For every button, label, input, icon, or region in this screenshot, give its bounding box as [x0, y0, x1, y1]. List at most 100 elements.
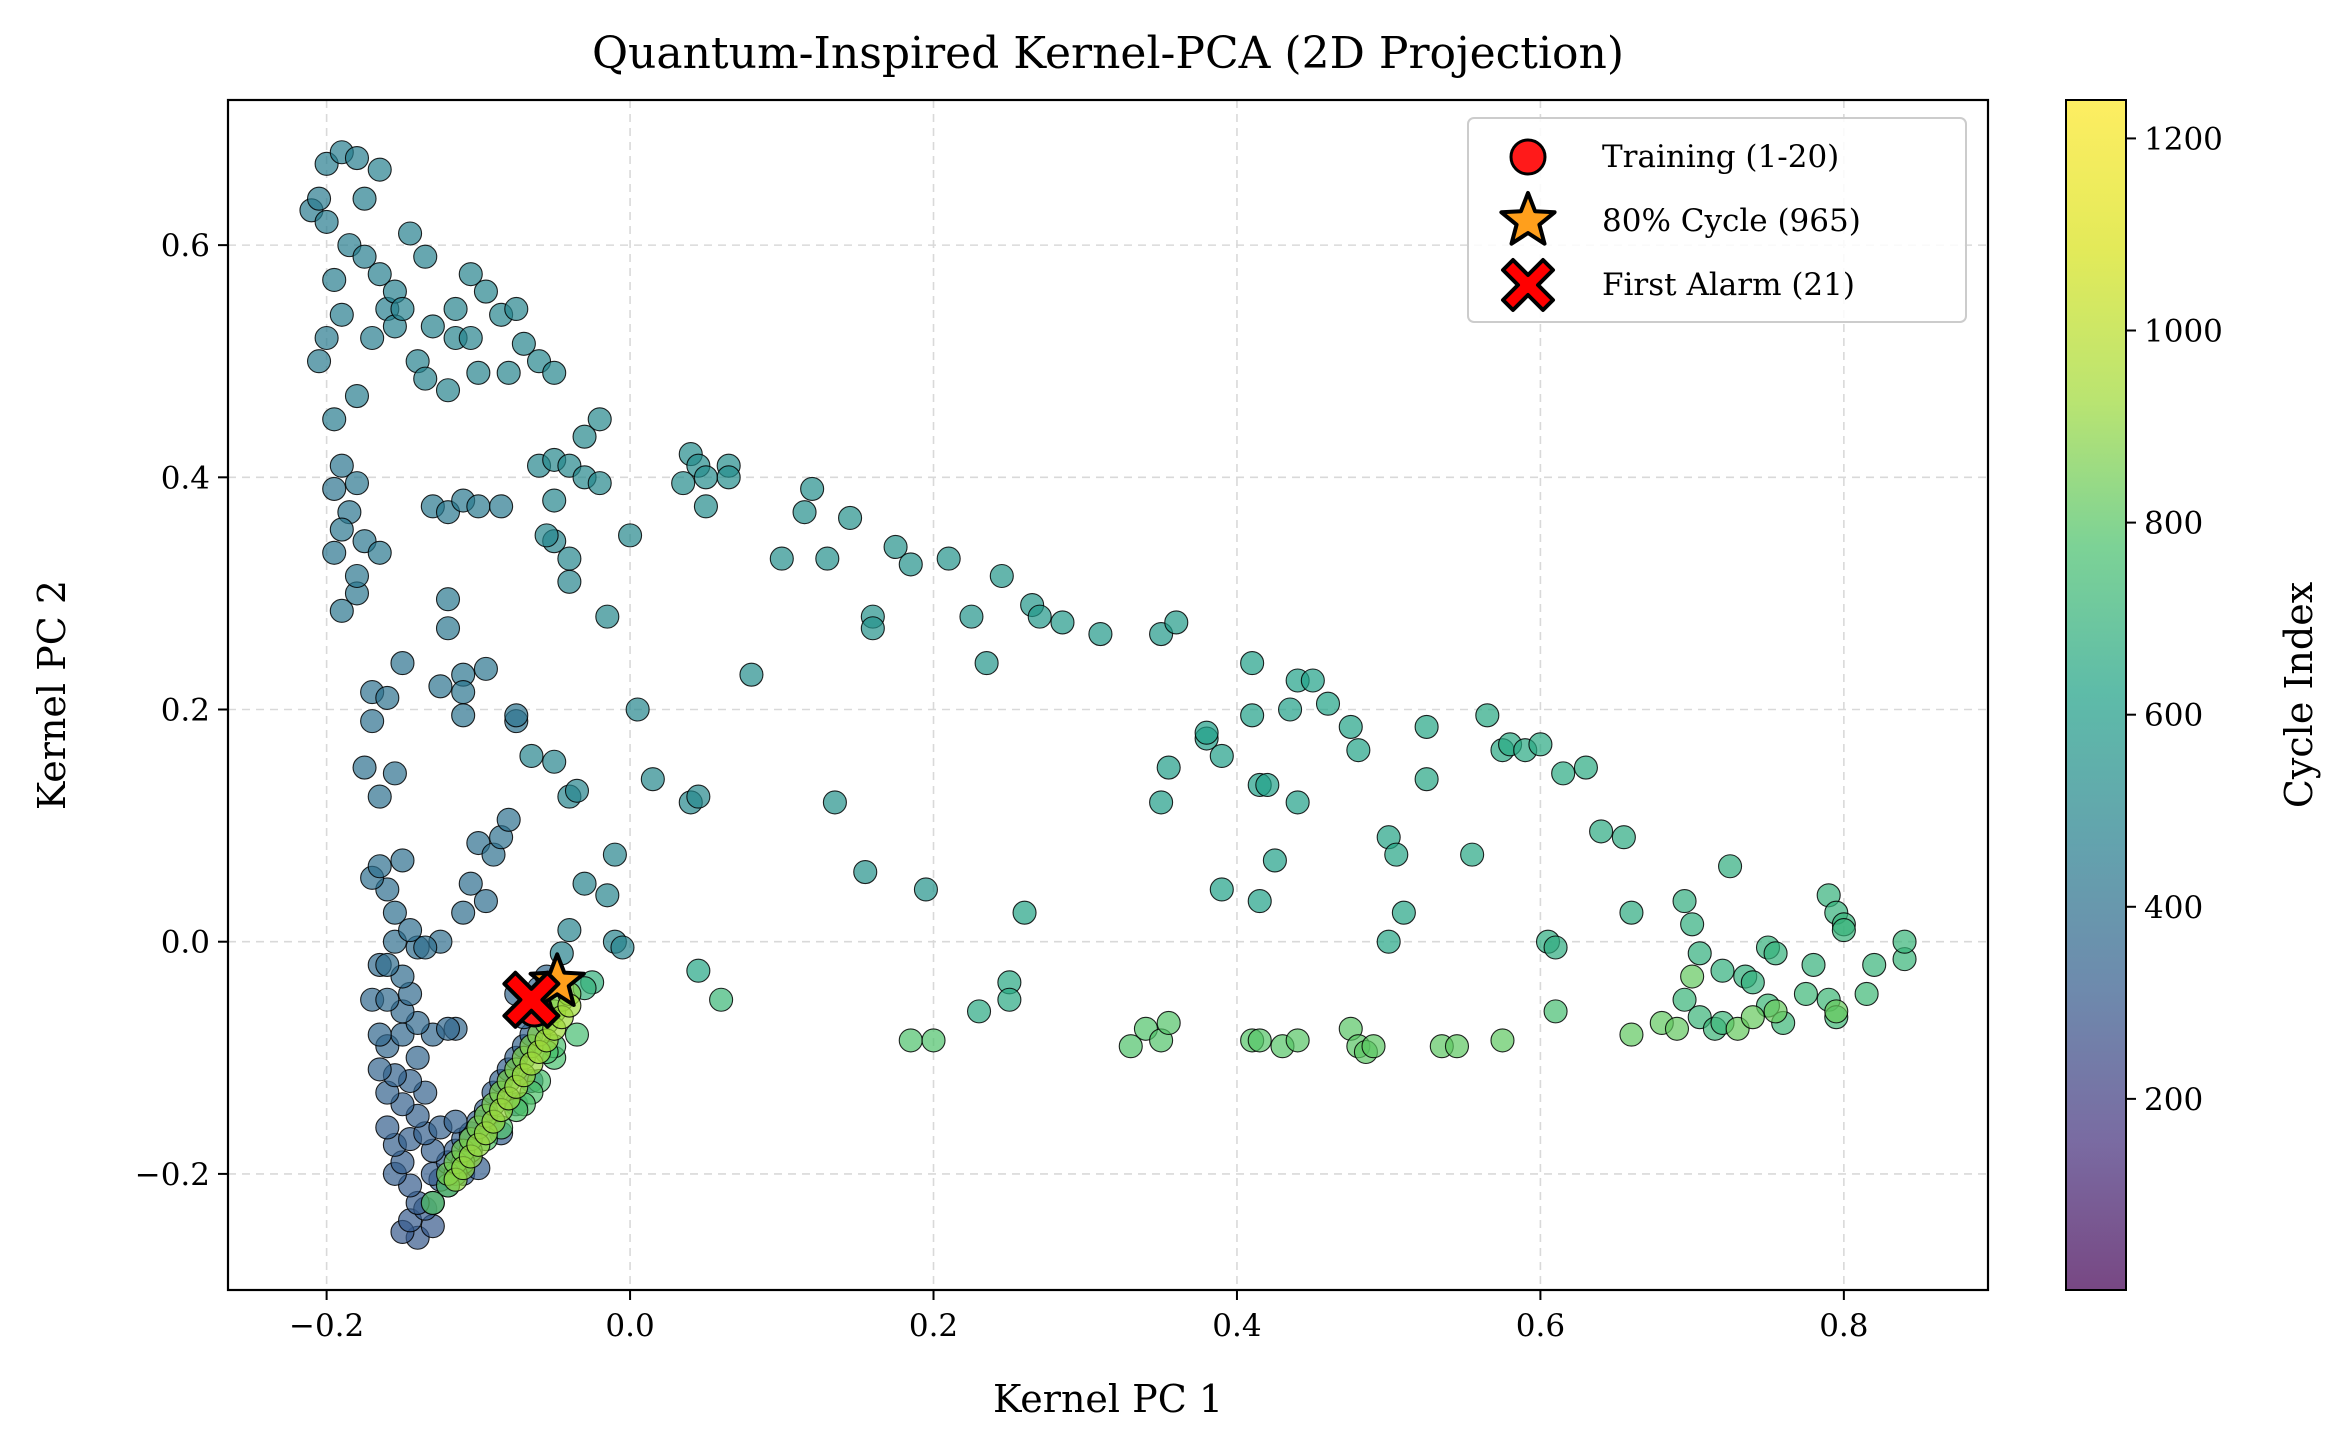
scatter-point: [1156, 1010, 1181, 1036]
legend-label-first-alarm: First Alarm (21): [1602, 267, 1855, 303]
scatter-point: [390, 651, 415, 676]
scatter-point: [1209, 743, 1234, 769]
scatter-point: [360, 709, 385, 734]
x-tick-label: −0.2: [289, 1308, 364, 1344]
scatter-point: [1854, 981, 1879, 1007]
scatter-point: [997, 987, 1022, 1012]
scatter-point: [382, 900, 407, 925]
scatter-point: [413, 935, 438, 960]
x-tick-label: 0.6: [1516, 1308, 1565, 1344]
scatter-point: [1460, 842, 1485, 867]
scatter-point: [1475, 703, 1500, 728]
scatter-point: [1414, 714, 1439, 739]
colorbar-tick-label: 400: [2144, 890, 2203, 926]
scatter-point: [1278, 697, 1303, 722]
scatter-point: [473, 656, 498, 681]
scatter-point: [413, 244, 438, 269]
scatter-point: [1088, 621, 1113, 647]
scatter-point: [557, 918, 582, 943]
scatter-point: [595, 604, 620, 629]
scatter-point: [1824, 999, 1849, 1024]
scatter-point: [1285, 1028, 1310, 1053]
x-axis-ticks: −0.2 0.0 0.2 0.4 0.6 0.8: [289, 1290, 1869, 1344]
scatter-point: [1862, 952, 1887, 977]
scatter-point: [838, 505, 863, 531]
scatter-point: [1892, 929, 1917, 954]
scatter-point: [1247, 889, 1272, 914]
x-tick-label: 0.2: [909, 1308, 958, 1344]
scatter-point: [473, 889, 498, 914]
scatter-point: [1444, 1034, 1470, 1059]
scatter-point: [1664, 1016, 1690, 1041]
scatter-point: [322, 267, 347, 293]
highlight-markers: [502, 952, 586, 1029]
scatter-point: [898, 1028, 923, 1053]
cycle-80pct-star-marker: [528, 952, 586, 1007]
scatter-point: [572, 871, 597, 896]
scatter-point: [564, 778, 590, 803]
scatter-point: [1012, 900, 1037, 925]
scatter-point: [458, 325, 483, 351]
scatter-point: [329, 453, 354, 478]
scatter-point: [853, 859, 878, 885]
scatter-point: [1391, 900, 1416, 925]
colorbar-tick-label: 600: [2144, 698, 2203, 734]
colorbar-tick-label: 200: [2144, 1082, 2203, 1118]
scatter-point: [618, 523, 643, 548]
scatter-point: [367, 540, 392, 565]
scatter-point: [451, 680, 476, 705]
x-tick-label: 0.8: [1819, 1308, 1868, 1344]
scatter-point: [587, 471, 612, 496]
scatter-point: [1361, 1034, 1386, 1059]
legend-symbols: [1499, 138, 1557, 312]
scatter-point: [390, 296, 415, 322]
scatter-point: [329, 598, 354, 623]
scatter-point: [329, 302, 354, 327]
scatter-point: [1573, 755, 1598, 780]
scatter-point: [800, 476, 825, 501]
scatter-point: [1672, 889, 1697, 914]
scatter-point: [595, 883, 620, 908]
plot-frame: [226, 98, 1990, 1292]
scatter-point: [792, 500, 817, 525]
scatter-point: [1338, 714, 1363, 739]
scatter-point: [1285, 790, 1310, 815]
scatter-point: [1680, 912, 1705, 937]
scatter-point: [966, 999, 992, 1024]
scatter-point: [443, 296, 468, 322]
scatter-point: [822, 790, 847, 815]
scatter-point: [1027, 604, 1052, 629]
scatter-point: [1619, 900, 1644, 925]
chart-title: Quantum-Inspired Kernel-PCA (2D Projecti…: [592, 28, 1624, 79]
scatter-point: [1793, 981, 1818, 1007]
scatter-point: [1149, 790, 1174, 815]
y-axis-ticks: −0.2 0.0 0.2 0.4 0.6: [135, 228, 228, 1193]
scatter-point: [587, 407, 612, 432]
scatter-point: [352, 186, 377, 211]
scatter-point: [959, 604, 984, 629]
legend-symbol-training: [1509, 138, 1547, 176]
scatter-point: [413, 366, 438, 391]
scatter-point: [1050, 610, 1075, 635]
scatter-point: [306, 349, 332, 374]
scatter-point: [693, 494, 718, 519]
first-alarm-x-marker: [502, 970, 561, 1029]
scatter-point: [322, 476, 347, 501]
colorbar-tick-label: 1000: [2144, 314, 2223, 350]
scatter-point: [542, 749, 567, 774]
scatter-point: [344, 563, 370, 589]
scatter-point: [352, 755, 377, 780]
scatter-point: [1209, 877, 1234, 902]
scatter-point: [1611, 825, 1636, 850]
scatter-point: [367, 854, 392, 879]
scatter-point: [1763, 999, 1788, 1024]
scatter-point: [974, 651, 999, 676]
scatter-point: [1194, 720, 1219, 745]
scatter-point: [344, 383, 370, 409]
scatter-point: [504, 296, 529, 322]
scatter-point: [693, 465, 718, 490]
scatter-point: [1687, 941, 1712, 966]
scatter-point: [640, 767, 665, 792]
scatter-point: [375, 952, 400, 977]
scatter-point: [1240, 651, 1265, 676]
